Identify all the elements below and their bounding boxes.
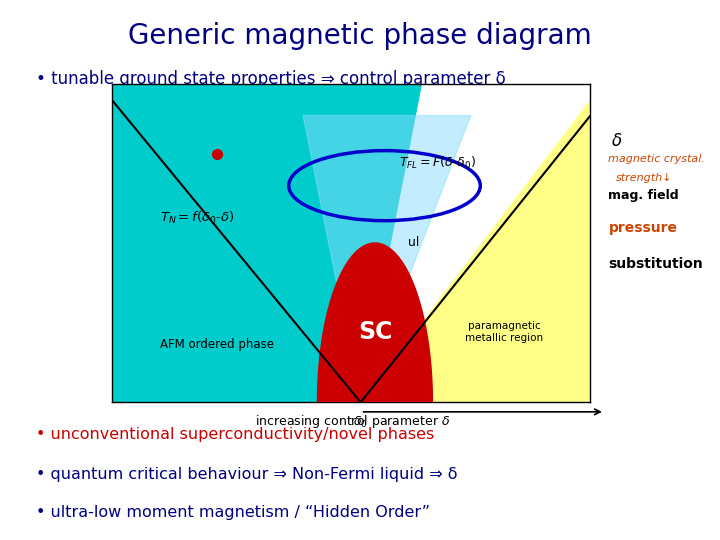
Polygon shape bbox=[112, 84, 423, 402]
Text: SC: SC bbox=[358, 320, 392, 344]
Text: AFM ordered phase: AFM ordered phase bbox=[160, 339, 274, 352]
Text: mag. field: mag. field bbox=[608, 189, 679, 202]
Text: ul: ul bbox=[408, 237, 419, 249]
Text: $\delta_0$: $\delta_0$ bbox=[354, 415, 368, 430]
Text: $\leftarrow\!\varepsilon\!\rightarrow\!\omega\omega\sigma\alpha$: $\leftarrow\!\varepsilon\!\rightarrow\!\… bbox=[144, 310, 215, 323]
Text: increasing control parameter $\delta$: increasing control parameter $\delta$ bbox=[255, 413, 451, 430]
Polygon shape bbox=[361, 84, 590, 402]
Text: substitution: substitution bbox=[608, 256, 703, 271]
Text: paramagnetic
metallic region: paramagnetic metallic region bbox=[465, 321, 544, 343]
Polygon shape bbox=[303, 116, 471, 402]
Polygon shape bbox=[318, 243, 433, 402]
Text: • ultra-low moment magnetism / “Hidden Order”: • ultra-low moment magnetism / “Hidden O… bbox=[36, 505, 430, 520]
Text: $\delta$: $\delta$ bbox=[611, 132, 622, 150]
Text: $T_{FL} = F(\delta\text{-}\delta_0)$: $T_{FL} = F(\delta\text{-}\delta_0)$ bbox=[399, 156, 476, 171]
Text: pressure: pressure bbox=[608, 221, 678, 235]
Text: • unconventional superconductivity/novel phases: • unconventional superconductivity/novel… bbox=[36, 427, 434, 442]
Polygon shape bbox=[346, 275, 384, 402]
Text: Generic magnetic phase diagram: Generic magnetic phase diagram bbox=[128, 22, 592, 50]
Text: $T_N = f(\delta_0\text{-}\delta)$: $T_N = f(\delta_0\text{-}\delta)$ bbox=[161, 210, 235, 226]
Text: magnetic crystal.: magnetic crystal. bbox=[608, 154, 706, 164]
Text: • quantum critical behaviour ⇒ Non-Fermi liquid ⇒ δ: • quantum critical behaviour ⇒ Non-Fermi… bbox=[36, 467, 457, 482]
Text: • tunable ground state properties ⇒ control parameter δ: • tunable ground state properties ⇒ cont… bbox=[36, 70, 505, 88]
Polygon shape bbox=[361, 99, 590, 402]
Text: strength↓: strength↓ bbox=[616, 173, 672, 183]
